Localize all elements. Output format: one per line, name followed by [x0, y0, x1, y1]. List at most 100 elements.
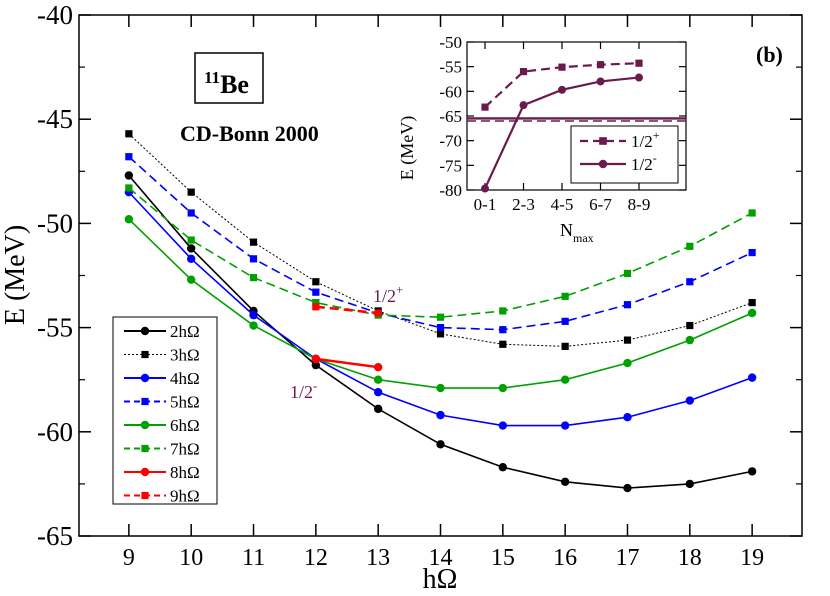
data-point — [685, 396, 695, 405]
data-point — [685, 335, 695, 345]
nucleus-label-box — [194, 52, 264, 104]
data-point — [312, 303, 320, 311]
inset-legend-entry: 1/2- — [580, 151, 657, 174]
data-point — [561, 317, 569, 325]
annotation-half-minus-base: 1/2 — [290, 382, 313, 402]
data-point — [748, 209, 756, 217]
data-point — [623, 269, 632, 278]
inset-y-tick-label: -60 — [439, 82, 462, 101]
x-tick-label: 13 — [366, 545, 390, 571]
x-tick-label: 9 — [123, 545, 135, 571]
data-point — [498, 421, 508, 430]
inset-data-point — [519, 101, 528, 110]
data-point — [312, 298, 320, 307]
data-point — [560, 375, 570, 384]
inset-data-point — [481, 184, 489, 193]
data-point — [124, 171, 134, 180]
legend-marker — [140, 373, 150, 383]
data-point — [125, 153, 133, 161]
data-point — [498, 463, 508, 472]
nucleus-label: 11Be — [204, 68, 249, 99]
inset-series-1-2- — [481, 59, 643, 111]
inset-x-axis-label-sub: max — [573, 231, 594, 245]
annotation-half-plus: 1/2+ — [373, 282, 403, 306]
data-point — [311, 360, 321, 370]
panel-label: (b) — [756, 42, 783, 67]
x-tick-label: 10 — [179, 545, 203, 571]
x-tick-label: 16 — [553, 545, 577, 571]
data-point — [747, 373, 757, 382]
data-point — [436, 324, 445, 332]
series-line-7h- — [128, 187, 753, 318]
inset-data-point — [596, 61, 605, 69]
inset-y-tick-label: -50 — [439, 33, 462, 52]
legend-entry-5h-: 5hΩ — [124, 393, 200, 412]
series-4h- — [124, 187, 757, 430]
main-x-axis-label: hΩ — [423, 564, 458, 595]
data-point — [623, 358, 632, 368]
data-point — [249, 310, 258, 320]
inset-legend-label-base: 1/2 — [631, 155, 653, 174]
nucleus-mass: 11 — [204, 68, 220, 87]
inset-x-tick-label: 0-1 — [474, 195, 497, 214]
data-point — [748, 248, 756, 257]
series-9h- — [312, 303, 382, 317]
inset-y-axis-label: E (MeV) — [397, 116, 418, 180]
data-point — [436, 330, 445, 338]
legend-entry-9h-: 9hΩ — [124, 487, 200, 506]
inset-axis-ticks: -80 -75 -70 -65 -60 -55 -50 0-1 2-3 4-5 6-7 8-9 — [439, 33, 686, 214]
data-point — [249, 273, 258, 282]
data-point — [249, 321, 258, 330]
legend-label: 7hΩ — [170, 440, 200, 459]
inset-y-tick-label: -65 — [439, 107, 462, 126]
inset-y-tick-label: -70 — [439, 132, 462, 151]
series-2h- — [124, 171, 757, 493]
data-point — [187, 209, 195, 217]
inset-data-point — [519, 68, 528, 76]
y-tick-label: -40 — [37, 0, 73, 30]
legend-label: 8hΩ — [170, 463, 200, 482]
data-point — [499, 307, 507, 315]
y-tick-label: -45 — [37, 104, 73, 134]
data-point — [686, 321, 694, 330]
legend-entry-8h-: 8hΩ — [124, 463, 200, 482]
main-legend-box — [112, 316, 218, 505]
inset-y-tick-label: -55 — [439, 58, 462, 77]
data-point — [686, 242, 694, 250]
inset-x-tick-label: 8-9 — [628, 195, 651, 214]
inset-y-tick-label: -80 — [439, 181, 462, 200]
data-point — [311, 354, 321, 364]
inset-legend: 1/2+1/2- — [580, 128, 660, 174]
data-point — [125, 130, 133, 138]
inset-legend-marker — [599, 137, 607, 145]
inset-data-point — [481, 103, 489, 111]
data-point — [436, 410, 445, 420]
data-point — [623, 336, 632, 344]
annotation-half-minus: 1/2- — [290, 378, 317, 402]
legend-entry-2h-: 2hΩ — [124, 322, 200, 341]
data-point — [373, 375, 383, 384]
inset-data-point — [558, 63, 566, 71]
y-tick-label: -65 — [37, 521, 73, 551]
legend-marker — [141, 397, 149, 406]
legend-label: 9hΩ — [170, 487, 200, 506]
data-point — [748, 298, 756, 307]
legend-marker — [140, 467, 150, 477]
y-tick-label: -60 — [37, 417, 73, 447]
legend-entry-6h-: 6hΩ — [124, 416, 200, 435]
inset-series-1-2- — [481, 73, 643, 193]
legend-marker — [141, 350, 149, 359]
data-point — [686, 278, 694, 286]
inset-series-group — [467, 59, 686, 193]
data-point — [312, 288, 320, 296]
data-point — [560, 421, 570, 430]
inset-x-axis-label-base: N — [560, 220, 573, 240]
legend-label: 5hΩ — [170, 393, 200, 412]
inset-legend-entry: 1/2+ — [580, 128, 660, 151]
data-point — [498, 383, 508, 393]
legend-entry-4h-: 4hΩ — [124, 369, 200, 388]
inset-x-axis-label: Nmax — [560, 220, 594, 245]
legend-marker — [140, 326, 150, 336]
data-point — [373, 388, 383, 397]
